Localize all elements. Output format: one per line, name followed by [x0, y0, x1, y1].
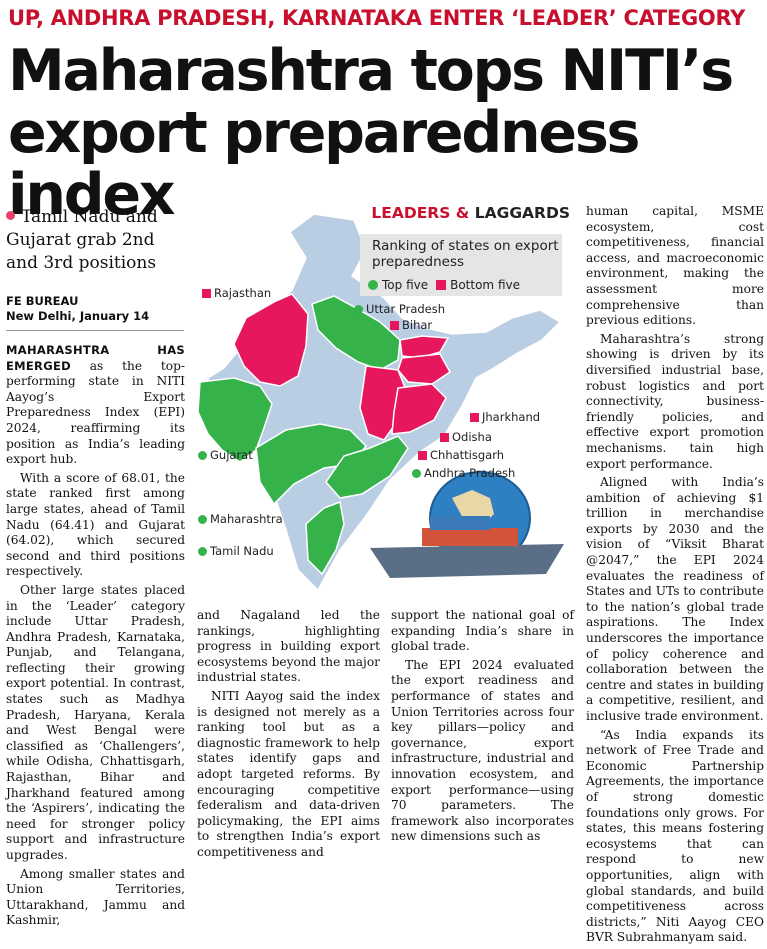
top-five-marker-icon — [198, 547, 207, 556]
legend-title: Ranking of states on export preparedness — [372, 238, 559, 270]
top-five-marker-icon — [198, 451, 207, 460]
bottom-five-marker-icon — [470, 413, 479, 422]
legend-top: Top five — [382, 278, 429, 292]
bottom-five-marker-icon — [390, 321, 399, 330]
label-chhattisgarh: Chhattisgarh — [418, 448, 504, 462]
label-text: Jharkhand — [482, 410, 541, 424]
graphic-title-part2: LAGGARDS — [474, 204, 570, 222]
graphic-title: LEADERS & LAGGARDS — [371, 204, 570, 222]
article-paragraph: With a score of 68.01, the state ranked … — [6, 470, 185, 579]
label-text: Bihar — [402, 318, 433, 332]
map-region-tamil-nadu — [305, 500, 345, 576]
article-paragraph: human capital, MSME ecosystem, cost comp… — [586, 204, 764, 328]
article-paragraph: The EPI 2024 evaluated the export readin… — [391, 657, 574, 844]
label-bihar: Bihar — [390, 318, 432, 332]
headline: Maharashtra tops NITI’s export preparedn… — [8, 38, 734, 228]
label-odisha: Odisha — [440, 430, 492, 444]
article-paragraph: support the national goal of expanding I… — [391, 608, 574, 654]
byline-author: FE BUREAU — [6, 294, 79, 308]
bottom-five-marker-icon — [418, 451, 427, 460]
legend-bottom: Bottom five — [450, 278, 520, 292]
ship-containers — [422, 528, 518, 546]
bottom-five-marker-icon — [436, 280, 447, 290]
bottom-five-marker-icon — [440, 433, 449, 442]
byline-dateline: New Delhi, January 14 — [6, 309, 150, 323]
legend-row: Top five Bottom five — [368, 278, 520, 292]
article-column-1: MAHARASHTRA HAS EMERGED as the top-perfo… — [6, 343, 185, 932]
article-paragraph: Aligned with India’s ambition of achievi… — [586, 475, 764, 723]
label-text: Chhattisgarh — [430, 448, 505, 462]
article-column-4: human capital, MSME ecosystem, cost comp… — [586, 204, 764, 949]
bullet-icon — [6, 211, 15, 220]
map-graphic: LEADERS & LAGGARDS Ranking of states on … — [194, 198, 580, 604]
article-paragraph: MAHARASHTRA HAS EMERGED as the top-perfo… — [6, 343, 185, 468]
label-rajasthan: Rajasthan — [202, 286, 271, 300]
top-five-marker-icon — [368, 280, 378, 290]
top-five-marker-icon — [198, 515, 207, 524]
top-five-marker-icon — [412, 469, 421, 478]
label-text: Rajasthan — [214, 286, 272, 300]
article-column-2: and Nagaland led the rankings, highlight… — [197, 608, 380, 864]
article-paragraph: “As India expands its network of Free Tr… — [586, 727, 764, 945]
ship-containers — [430, 516, 490, 530]
label-text: Odisha — [452, 430, 492, 444]
subhead-text: Tamil Nadu and Gujarat grab 2nd and 3rd … — [6, 207, 158, 273]
lead-in: MAHARASHTRA HAS EMERGED — [6, 343, 185, 373]
label-tamil-nadu: Tamil Nadu — [198, 544, 274, 558]
ship-icon — [370, 544, 564, 578]
label-jharkhand: Jharkhand — [470, 410, 540, 424]
byline: FE BUREAU New Delhi, January 14 — [6, 294, 149, 324]
byline-divider — [6, 330, 184, 331]
map-region-andhra-pradesh — [325, 435, 409, 499]
label-gujarat: Gujarat — [198, 448, 253, 462]
legend: Ranking of states on export preparedness… — [360, 234, 562, 296]
label-uttar-pradesh: Uttar Pradesh — [354, 302, 445, 316]
article-paragraph: and Nagaland led the rankings, highlight… — [197, 608, 380, 685]
label-text: Uttar Pradesh — [366, 302, 446, 316]
kicker: UP, ANDHRA PRADESH, KARNATAKA ENTER ‘LEA… — [8, 6, 746, 30]
label-maharashtra: Maharashtra — [198, 512, 283, 526]
top-five-marker-icon — [354, 305, 363, 314]
lead-text: as the top-performing state in NITI Aayo… — [6, 358, 185, 467]
map-region-uttar-pradesh — [311, 295, 401, 371]
article-paragraph: Other large states placed in the ‘Leader… — [6, 582, 185, 862]
subhead: Tamil Nadu and Gujarat grab 2nd and 3rd … — [6, 206, 186, 275]
graphic-title-part1: LEADERS & — [371, 204, 475, 222]
map-region-odisha — [391, 383, 447, 435]
label-text: Andhra Pradesh — [424, 466, 516, 480]
label-text: Gujarat — [210, 448, 253, 462]
bottom-five-marker-icon — [202, 289, 211, 298]
label-text: Maharashtra — [210, 512, 283, 526]
article-column-3: support the national goal of expanding I… — [391, 608, 574, 848]
article-paragraph: NITI Aayog said the index is designed no… — [197, 688, 380, 859]
article-paragraph: Maharashtra’s strong showing is driven b… — [586, 331, 764, 471]
label-text: Tamil Nadu — [210, 544, 274, 558]
label-andhra-pradesh: Andhra Pradesh — [412, 466, 515, 480]
map-region-rajasthan — [233, 293, 309, 387]
article-paragraph: Among smaller states and Union Territori… — [6, 866, 185, 928]
map-region-bihar — [399, 335, 450, 359]
